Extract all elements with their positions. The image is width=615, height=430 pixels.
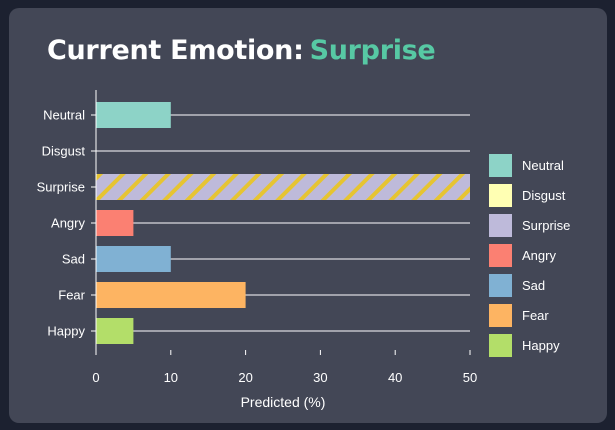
x-tick-50: 50 bbox=[463, 370, 477, 385]
legend-label-happy: Happy bbox=[522, 338, 560, 353]
legend-swatch-sad bbox=[489, 274, 512, 297]
x-tick-0: 0 bbox=[92, 370, 99, 385]
y-tick-sad: Sad bbox=[62, 252, 85, 267]
legend-swatch-fear bbox=[489, 304, 512, 327]
y-tick-fear: Fear bbox=[58, 288, 85, 303]
x-tick-30: 30 bbox=[313, 370, 327, 385]
legend-label-neutral: Neutral bbox=[522, 158, 564, 173]
legend-swatch-disgust bbox=[489, 184, 512, 207]
x-tick-40: 40 bbox=[388, 370, 402, 385]
x-tick-10: 10 bbox=[164, 370, 178, 385]
x-tick-20: 20 bbox=[238, 370, 252, 385]
y-tick-labels: Neutral Disgust Surprise Angry Sad Fear Happy bbox=[37, 108, 96, 339]
bar-angry bbox=[96, 210, 134, 236]
legend-swatch-happy bbox=[489, 334, 512, 357]
bar-sad bbox=[96, 246, 171, 272]
legend: Neutral Disgust Surprise Angry Sad Fear Happy bbox=[489, 154, 570, 357]
bar-happy bbox=[96, 318, 134, 344]
bars bbox=[96, 102, 470, 344]
title-prefix: Current Emotion: bbox=[47, 35, 304, 66]
y-tick-neutral: Neutral bbox=[43, 108, 85, 123]
page-title: Current Emotion: Surprise bbox=[47, 35, 436, 66]
legend-swatch-neutral bbox=[489, 154, 512, 177]
bar-fear bbox=[96, 282, 246, 308]
y-tick-happy: Happy bbox=[47, 324, 85, 339]
x-tick-labels: 0 10 20 30 40 50 bbox=[92, 350, 477, 385]
legend-label-disgust: Disgust bbox=[522, 188, 566, 203]
bar-neutral bbox=[96, 102, 171, 128]
bar-surprise bbox=[96, 174, 470, 200]
y-tick-disgust: Disgust bbox=[42, 144, 86, 159]
legend-swatch-surprise bbox=[489, 214, 512, 237]
y-tick-angry: Angry bbox=[51, 216, 85, 231]
legend-swatch-angry bbox=[489, 244, 512, 267]
legend-label-fear: Fear bbox=[522, 308, 549, 323]
legend-label-surprise: Surprise bbox=[522, 218, 570, 233]
y-tick-surprise: Surprise bbox=[37, 180, 85, 195]
legend-label-angry: Angry bbox=[522, 248, 556, 263]
legend-label-sad: Sad bbox=[522, 278, 545, 293]
x-axis-label: Predicted (%) bbox=[241, 394, 326, 410]
current-emotion-value: Surprise bbox=[309, 35, 436, 66]
